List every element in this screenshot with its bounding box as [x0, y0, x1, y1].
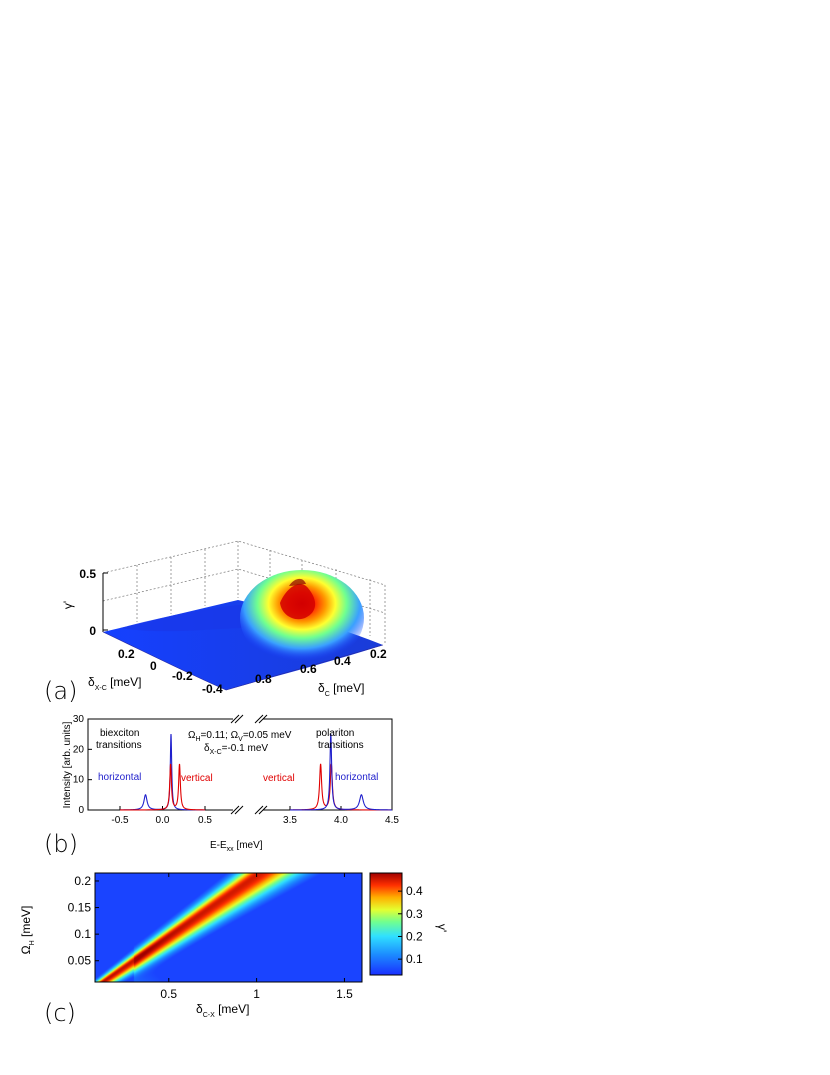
- z-tick-0.5: 0.5: [79, 567, 96, 581]
- y-tick-0.8: 0.8: [255, 672, 272, 686]
- c-y-tick-label: 0.15: [68, 901, 92, 915]
- colorbar-tick-label: 0.4: [406, 884, 423, 898]
- b-y-tick-label: 0: [78, 805, 84, 816]
- x-tick-m0.2: -0.2: [172, 669, 193, 683]
- colorbar-tick-label: 0.2: [406, 929, 423, 943]
- b-series-vertical-left: [120, 763, 205, 811]
- c-x-tick-label: 1: [253, 987, 260, 1001]
- b-y-axis-label: Intensity [arb. units]: [62, 721, 73, 808]
- x-tick-m0.4: -0.4: [202, 682, 223, 696]
- x-axis-label: δX-C [meV]: [88, 675, 141, 692]
- b-x-tick-label: 0.5: [198, 815, 212, 826]
- c-x-axis-label: δC-X [meV]: [196, 1002, 249, 1019]
- b-x-tick-label: 0.0: [156, 815, 170, 826]
- x-tick-0: 0: [150, 659, 157, 673]
- right-horizontal-label: horizontal: [335, 772, 378, 783]
- c-x-tick-label: 0.5: [160, 987, 177, 1001]
- c-y-tick-label: 0.2: [74, 874, 91, 888]
- b-x-tick-label: 4.0: [334, 815, 348, 826]
- c-y-axis-label: ΩH [meV]: [19, 906, 36, 955]
- b-x-tick-label: 3.5: [283, 815, 297, 826]
- panel-label-c: (c): [44, 999, 76, 1027]
- b-y-tick-label: 20: [73, 744, 85, 755]
- polariton-label-1: polariton: [316, 728, 354, 739]
- plot-frame-c: [94, 872, 363, 983]
- panel-label-b: (b): [44, 830, 78, 858]
- panel-c-heatmap: 0.5 1 1.5 0.05 0.1 0.15 0.2 ΩH [meV] δC-X [meV…: [19, 872, 449, 1027]
- b-series-horizontal-right: [290, 734, 392, 811]
- colorbar-label: γ': [435, 924, 449, 932]
- b-y-tick-label: 30: [73, 714, 85, 725]
- b-x-axis-label: E-Exx [meV]: [210, 840, 263, 853]
- b-x-tick-label: 4.5: [385, 815, 399, 826]
- b-series-vertical-right: [290, 763, 392, 811]
- z-axis-label: γ': [61, 601, 75, 609]
- y-tick-0.2: 0.2: [370, 647, 387, 661]
- c-y-tick-label: 0.1: [74, 927, 91, 941]
- b-y-tick-label: 10: [73, 775, 85, 786]
- c-x-tick-label: 1.5: [336, 987, 353, 1001]
- colorbar-tick-label: 0.3: [406, 907, 423, 921]
- y-tick-0.6: 0.6: [300, 662, 317, 676]
- y-axis-label: δC [meV]: [318, 681, 364, 698]
- polariton-label-2: transitions: [318, 740, 364, 751]
- params-line-1: ΩH=0.11; ΩV=0.05 meV: [188, 730, 292, 743]
- z-tick-0: 0: [89, 624, 96, 638]
- biexciton-label-1: biexciton: [100, 728, 139, 739]
- colorbar: [369, 872, 403, 976]
- y-tick-0.4: 0.4: [334, 654, 351, 668]
- biexciton-label-2: transitions: [96, 740, 142, 751]
- right-vertical-label: vertical: [263, 773, 295, 784]
- panel-b-spectra: 0 10 20 30 -0.5 0.0 0.5 3.5 4.0 4.5 biexciton tr…: [44, 714, 399, 858]
- colorbar-tick-label: 0.1: [406, 952, 423, 966]
- left-horizontal-label: horizontal: [98, 772, 141, 783]
- params-line-2: δX-C=-0.1 meV: [204, 743, 268, 756]
- heatmap-image: [95, 873, 362, 982]
- panel-a-surface-plot: 0.5 0 γ' 0.2 0 -0.2 -0.4 δX-C [meV] 0.8 …: [44, 540, 387, 705]
- b-x-tick-label: -0.5: [111, 815, 129, 826]
- c-y-tick-label: 0.05: [68, 954, 92, 968]
- left-vertical-label: vertical: [181, 773, 213, 784]
- x-tick-0.2: 0.2: [118, 647, 135, 661]
- panel-label-a: (a): [44, 677, 77, 705]
